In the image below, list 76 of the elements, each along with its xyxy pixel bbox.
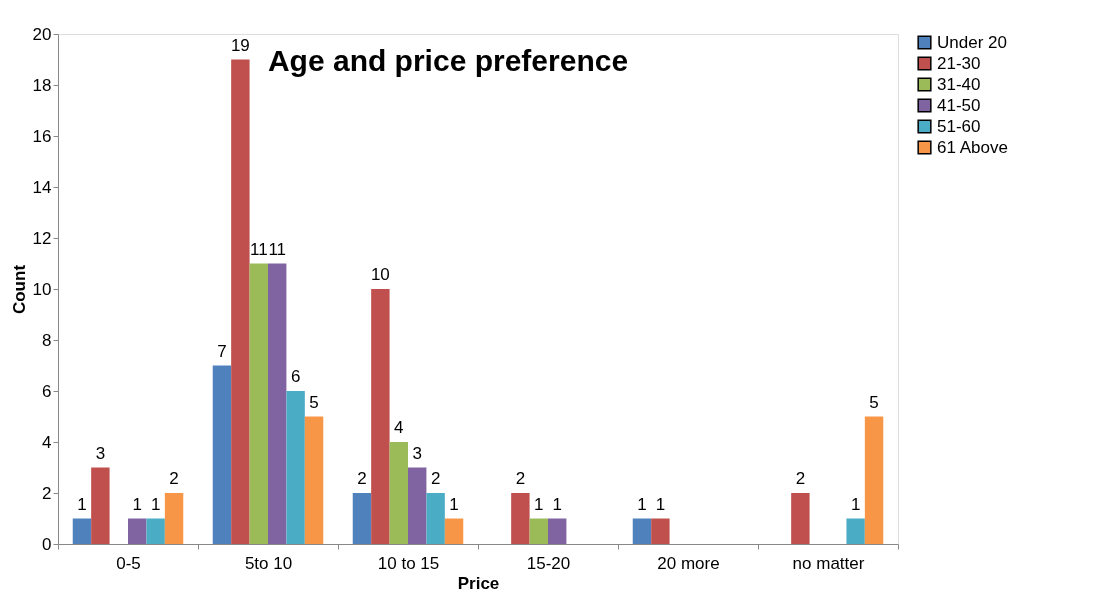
- bar: [529, 518, 548, 544]
- bar: [632, 518, 652, 544]
- x-tick-label: 0-5: [116, 553, 141, 573]
- data-label: 5: [309, 392, 319, 412]
- chart-title: Age and price preference: [267, 44, 629, 77]
- bar: [426, 493, 445, 544]
- data-label: 7: [217, 341, 227, 361]
- bar: [511, 493, 530, 544]
- x-tick-label: 20 more: [657, 553, 720, 573]
- x-tick-label: 15-20: [526, 553, 571, 573]
- bar: [651, 518, 670, 544]
- data-label: 3: [412, 443, 422, 463]
- data-label: 2: [795, 469, 806, 488]
- data-label: 1: [150, 494, 161, 514]
- bar: [352, 493, 372, 544]
- legend-label: 31-40: [937, 74, 981, 94]
- bar: [128, 518, 147, 544]
- legend-label: Under 20: [937, 32, 1007, 52]
- bar: [846, 518, 865, 544]
- y-tick-label: 16: [32, 126, 52, 146]
- y-tick-label: 10: [32, 279, 52, 299]
- data-label: 1: [534, 494, 544, 514]
- legend-label: 61 Above: [937, 137, 1008, 157]
- bar: [444, 518, 464, 544]
- bar: [231, 59, 250, 544]
- legend-label: 41-50: [937, 95, 981, 115]
- bar: [249, 263, 268, 544]
- data-label: 1: [655, 494, 666, 514]
- data-label: 6: [290, 367, 301, 386]
- bar: [146, 518, 165, 544]
- bar: [72, 518, 92, 544]
- data-label: 11: [268, 239, 287, 259]
- bar: [791, 493, 810, 544]
- y-tick-label: 0: [42, 534, 52, 554]
- legend-label: 21-30: [937, 53, 981, 73]
- data-label: 2: [515, 469, 526, 488]
- data-label: 1: [132, 494, 142, 514]
- bar: [389, 442, 408, 544]
- data-label: 11: [249, 239, 268, 259]
- bar: [304, 416, 324, 544]
- x-axis-title: Price: [457, 573, 500, 593]
- bar: [91, 467, 110, 544]
- bar: [371, 289, 390, 544]
- y-tick-label: 12: [32, 228, 52, 248]
- data-label: 2: [169, 469, 179, 488]
- bar: [268, 263, 287, 544]
- bar: [864, 416, 884, 544]
- y-tick-label: 8: [42, 330, 52, 350]
- y-axis-title: Count: [9, 264, 29, 315]
- x-tick-label: no matter: [792, 553, 865, 573]
- y-tick-label: 20: [32, 24, 52, 44]
- data-label: 4: [394, 418, 404, 437]
- data-label: 1: [637, 494, 647, 514]
- bar: [212, 365, 232, 544]
- data-label: 1: [77, 494, 87, 514]
- y-tick-label: 2: [42, 483, 52, 503]
- data-label: 2: [430, 469, 441, 488]
- data-label: 3: [95, 443, 106, 463]
- data-label: 10: [370, 265, 390, 284]
- x-tick-label: 5to 10: [244, 553, 293, 573]
- data-label: 1: [449, 494, 459, 514]
- data-label: 2: [357, 469, 367, 488]
- y-tick-label: 18: [32, 75, 52, 95]
- data-label: 1: [552, 494, 562, 514]
- bar: [164, 493, 184, 544]
- y-tick-label: 14: [32, 177, 52, 197]
- bar: [286, 391, 305, 544]
- data-label: 19: [230, 35, 250, 55]
- y-tick-label: 4: [42, 432, 52, 452]
- data-label: 5: [869, 392, 879, 412]
- legend-label: 51-60: [937, 116, 981, 136]
- x-tick-label: 10 to 15: [377, 553, 440, 573]
- data-label: 1: [850, 494, 861, 514]
- y-tick-label: 6: [42, 381, 52, 401]
- bar: [548, 518, 567, 544]
- bar: [408, 467, 427, 544]
